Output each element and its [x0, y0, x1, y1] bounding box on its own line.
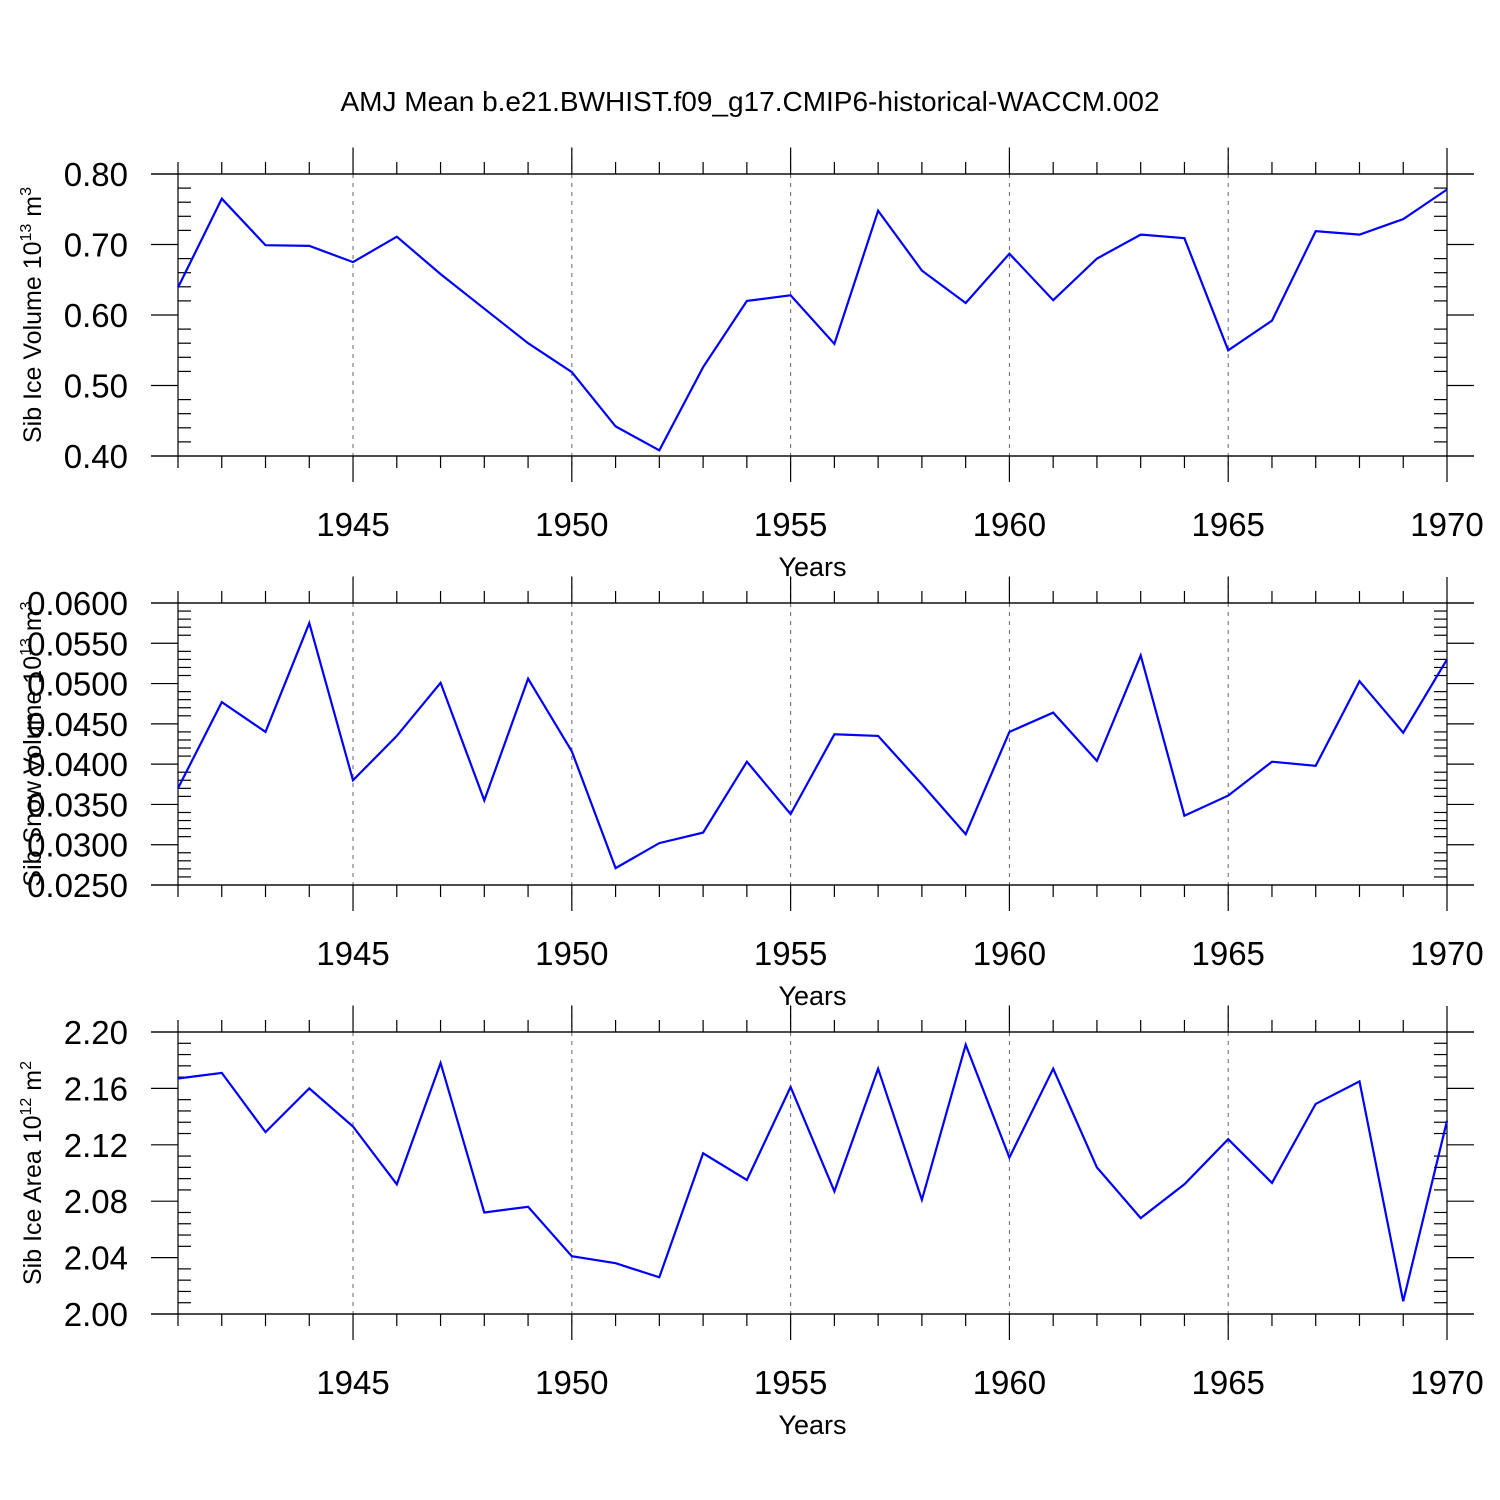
y-tick-label: 0.50	[64, 368, 128, 405]
x-tick-label: 1950	[535, 935, 608, 972]
y-tick-label: 0.0400	[27, 746, 128, 783]
x-tick-label: 1950	[535, 506, 608, 543]
x-tick-label: 1945	[316, 1364, 389, 1401]
y-axis-label: Sib Ice Volume 1013 m3	[18, 187, 47, 443]
x-tick-label: 1960	[973, 935, 1046, 972]
y-tick-label: 0.0300	[27, 827, 128, 864]
x-tick-label: 1960	[973, 506, 1046, 543]
x-tick-label: 1955	[754, 1364, 827, 1401]
y-tick-label: 0.40	[64, 438, 128, 475]
x-tick-label: 1970	[1410, 506, 1483, 543]
x-tick-label: 1965	[1191, 935, 1264, 972]
y-axis-label-exponent: 3	[18, 187, 35, 196]
y-tick-label: 2.00	[64, 1296, 128, 1333]
y-tick-label: 2.08	[64, 1183, 128, 1220]
y-tick-label: 0.70	[64, 227, 128, 264]
x-axis-label: Years	[778, 1410, 846, 1440]
y-axis-label-exponent: 2	[18, 1061, 35, 1070]
y-axis-label-exponent: 3	[18, 601, 35, 610]
y-tick-label: 0.0350	[27, 786, 128, 823]
y-tick-label: 0.0550	[27, 625, 128, 662]
panels: 0.40 0.50 0.60 0.70 0.80 1945 1950 1955 1960 1965…	[18, 147, 1484, 1440]
x-tick-label: 1955	[754, 935, 827, 972]
y-axis-label-exponent: 13	[18, 224, 35, 242]
series-line	[177, 188, 1448, 452]
x-tick-label: 1955	[754, 506, 827, 543]
y-axis-label: Sib Snow Volume 1013 m3	[18, 601, 47, 886]
y-tick-label: 0.80	[64, 156, 128, 193]
y-tick-label: 2.20	[64, 1014, 128, 1051]
x-tick-label: 1945	[316, 935, 389, 972]
chart-panel-3: 2.00 2.04 2.08 2.12 2.16 2.20 1945 1950 1955 1960…	[18, 1005, 1484, 1440]
y-axis-label-text: Sib Ice Volume 10	[19, 241, 47, 443]
y-axis-label-text: Sib Ice Area 10	[19, 1115, 47, 1285]
series-line	[177, 619, 1448, 870]
y-tick-label: 0.0250	[27, 867, 128, 904]
y-tick-label: 0.0600	[27, 585, 128, 622]
x-tick-label: 1950	[535, 1364, 608, 1401]
x-tick-label: 1965	[1191, 1364, 1264, 1401]
series-line	[177, 1041, 1449, 1302]
x-tick-label: 1945	[316, 506, 389, 543]
y-tick-label: 0.0450	[27, 706, 128, 743]
figure-title: AMJ Mean b.e21.BWHIST.f09_g17.CMIP6-hist…	[340, 86, 1159, 117]
chart-panel-1: 0.40 0.50 0.60 0.70 0.80 1945 1950 1955 1960 1965…	[18, 147, 1484, 582]
y-tick-label: 0.0500	[27, 666, 128, 703]
y-axis-label-text: m	[19, 196, 47, 224]
y-axis-label: Sib Ice Area 1012 m2	[18, 1061, 47, 1285]
y-axis-label-text: Sib Snow Volume 10	[19, 656, 47, 887]
x-axis-label: Years	[778, 552, 846, 582]
y-tick-label: 2.04	[64, 1240, 128, 1277]
x-tick-label: 1960	[973, 1364, 1046, 1401]
y-axis-label-text: m	[19, 610, 47, 638]
y-axis-label-exponent: 13	[18, 638, 35, 656]
x-tick-label: 1970	[1410, 1364, 1483, 1401]
y-axis-label-exponent: 12	[18, 1098, 35, 1116]
x-axis-label: Years	[778, 981, 846, 1011]
y-tick-label: 2.12	[64, 1127, 128, 1164]
x-tick-label: 1965	[1191, 506, 1264, 543]
y-tick-label: 2.16	[64, 1070, 128, 1107]
x-tick-label: 1970	[1410, 935, 1483, 972]
y-tick-label: 0.60	[64, 297, 128, 334]
y-axis-label-text: m	[19, 1070, 47, 1098]
